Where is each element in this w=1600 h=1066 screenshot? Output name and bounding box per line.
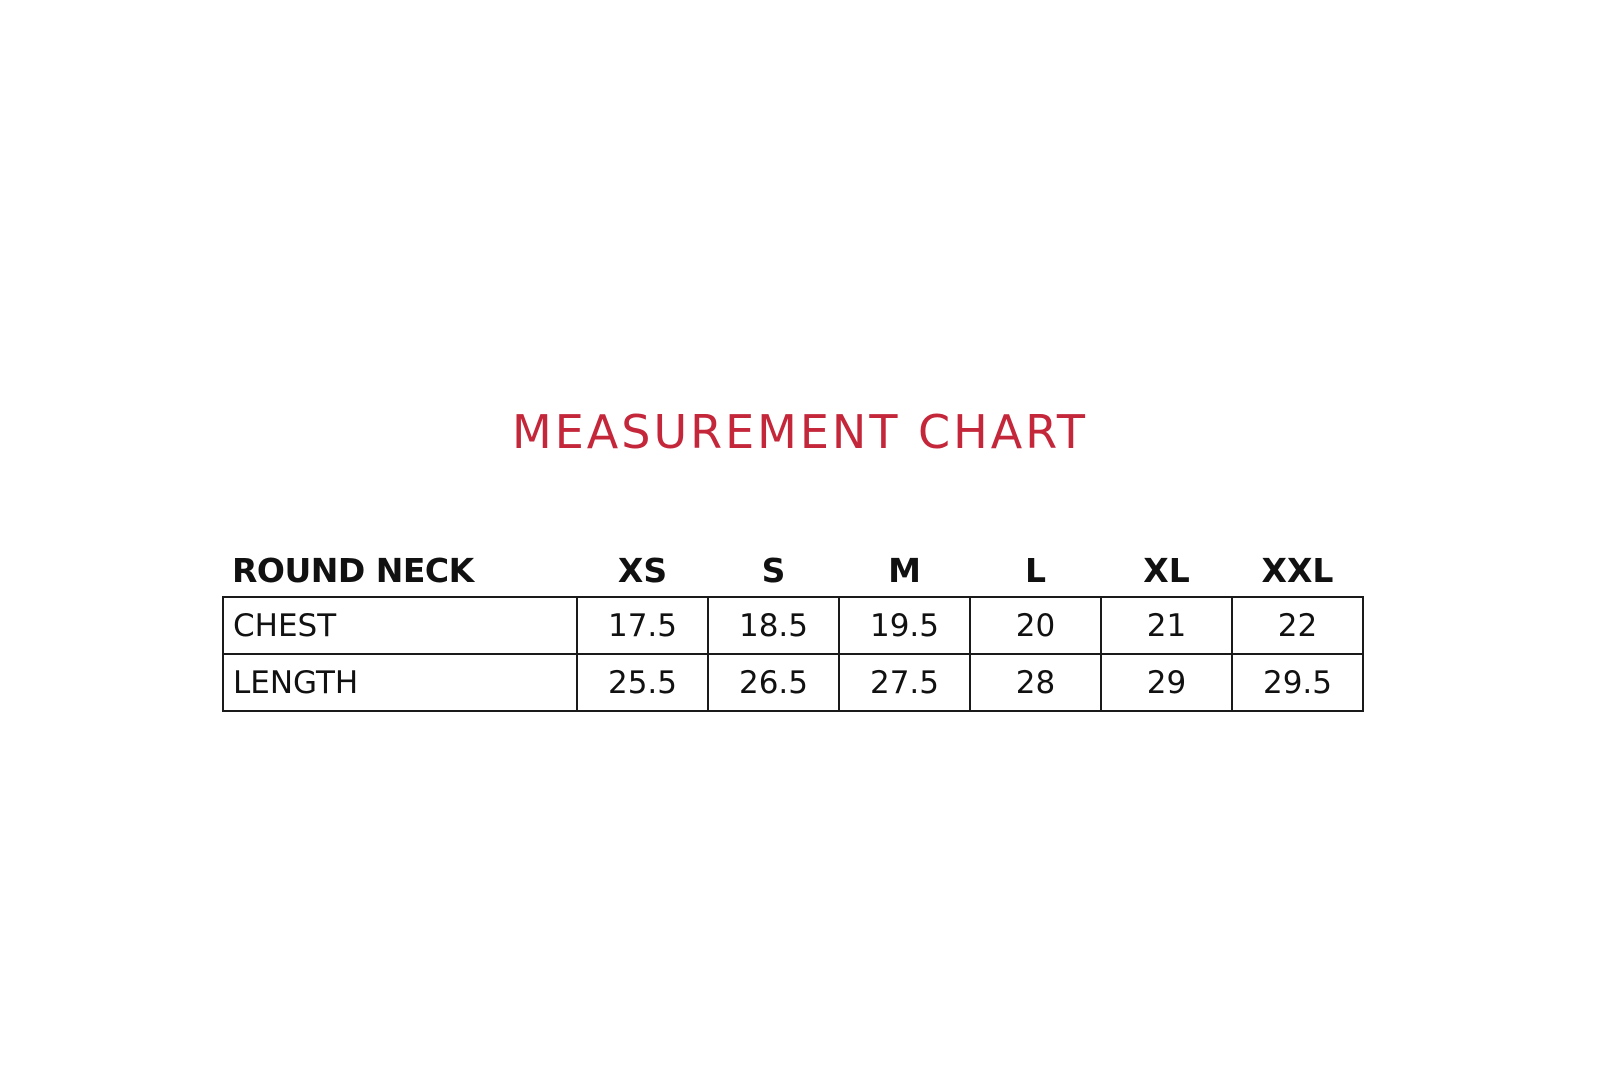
size-header-m: M [888, 550, 921, 590]
row-label-chest: CHEST [222, 596, 578, 655]
table-cell: 26.5 [707, 653, 840, 712]
table-cell: 28 [969, 653, 1102, 712]
table-header-row: ROUND NECK XS S M L XL XXL [223, 544, 1363, 597]
table-cell: 18.5 [707, 596, 840, 655]
size-header-s: S [761, 550, 786, 590]
table-cell: 29.5 [1231, 653, 1364, 712]
size-header-xl: XL [1143, 550, 1190, 590]
chart-title: MEASUREMENT CHART [512, 405, 1088, 459]
measurement-table: ROUND NECK XS S M L XL XXL CHEST 17.5 18… [222, 544, 1364, 712]
row-label-length: LENGTH [222, 653, 578, 712]
header-label-round-neck: ROUND NECK [232, 550, 474, 590]
table-cell: 25.5 [576, 653, 709, 712]
table-row-length: LENGTH 25.5 26.5 27.5 28 29 29.5 [222, 653, 1364, 712]
table-cell: 17.5 [576, 596, 709, 655]
table-cell: 20 [969, 596, 1102, 655]
table-cell: 29 [1100, 653, 1233, 712]
table-cell: 21 [1100, 596, 1233, 655]
table-cell: 27.5 [838, 653, 971, 712]
size-header-xs: XS [617, 550, 668, 590]
table-row-chest: CHEST 17.5 18.5 19.5 20 21 22 [222, 596, 1364, 655]
table-cell: 22 [1231, 596, 1364, 655]
size-header-xxl: XXL [1261, 550, 1334, 590]
size-header-l: L [1024, 550, 1047, 590]
table-cell: 19.5 [838, 596, 971, 655]
